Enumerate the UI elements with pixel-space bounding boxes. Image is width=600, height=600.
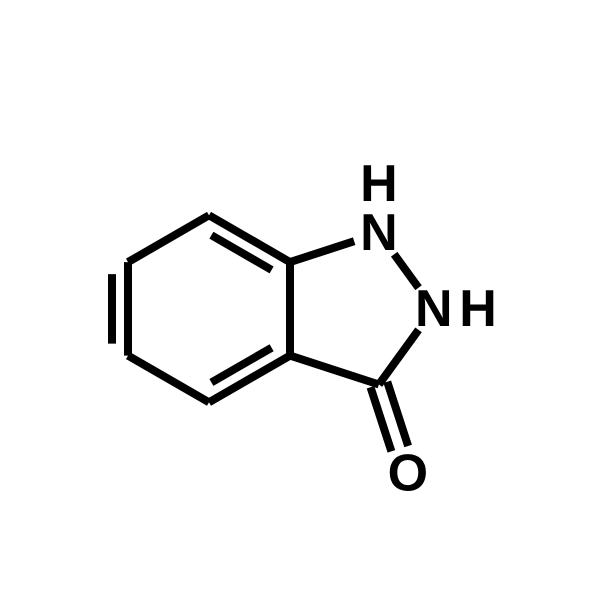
svg-text:N: N: [415, 280, 453, 338]
svg-text:H: H: [459, 280, 497, 338]
svg-text:N: N: [360, 204, 398, 262]
chemical-structure-diagram: NHNHO: [0, 0, 600, 600]
svg-text:H: H: [360, 155, 398, 213]
svg-text:O: O: [388, 444, 428, 502]
